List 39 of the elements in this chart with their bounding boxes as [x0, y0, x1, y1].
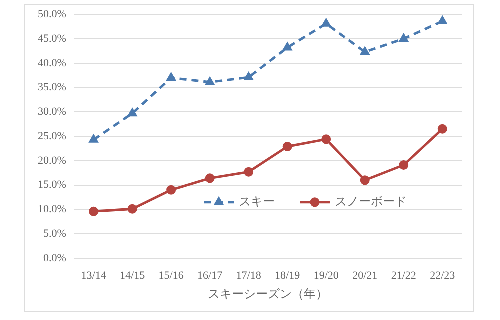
y-tick-label: 40.0% [38, 57, 66, 70]
x-tick-label: 16/17 [198, 270, 224, 282]
y-tick-label: 5.0% [43, 228, 66, 240]
x-tick-label: 18/19 [275, 270, 301, 282]
point [128, 108, 137, 117]
legend-label: スノーボード [335, 194, 407, 209]
point [400, 34, 408, 42]
x-tick-label: 17/18 [236, 270, 262, 282]
point [244, 72, 254, 80]
x-tick-label: 21/22 [391, 270, 416, 282]
y-tick-label: 15.0% [38, 179, 66, 192]
point [282, 142, 292, 152]
x-tick-label: 19/20 [314, 270, 340, 282]
point [167, 73, 176, 81]
legend-label: スキー [239, 194, 275, 209]
point [128, 204, 138, 214]
y-tick-label: 20.0% [38, 154, 66, 167]
x-tick-label: 15/16 [158, 270, 184, 282]
y-tick-label: 30.0% [38, 106, 66, 118]
point [205, 174, 215, 184]
point [244, 167, 254, 177]
x-tick-label: 20/21 [352, 270, 378, 282]
y-tick-label: 10.0% [38, 204, 66, 216]
y-tick-label: 45.0% [38, 32, 66, 45]
y-tick-label: 35.0% [38, 82, 66, 94]
x-tick-label: 22/23 [430, 270, 456, 282]
point [89, 206, 99, 216]
x-tick-label: 14/15 [120, 270, 146, 282]
y-tick-label: 50.0% [38, 8, 66, 20]
y-tick-label: 25.0% [38, 130, 66, 142]
point [360, 47, 370, 56]
point [322, 134, 332, 144]
point [360, 176, 370, 186]
point [438, 124, 448, 134]
x-tick-label: 13/14 [81, 270, 107, 282]
x-axis-title: スキーシーズン（年） [208, 286, 328, 301]
point [166, 185, 176, 195]
y-tick-label: 0.0% [43, 252, 66, 264]
point [399, 160, 409, 170]
